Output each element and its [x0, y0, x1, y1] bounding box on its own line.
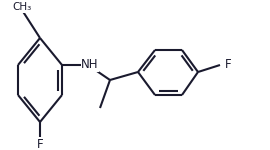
Text: CH₃: CH₃: [12, 2, 32, 12]
Text: NH: NH: [81, 58, 99, 72]
Text: F: F: [37, 138, 43, 150]
Text: F: F: [225, 58, 231, 72]
